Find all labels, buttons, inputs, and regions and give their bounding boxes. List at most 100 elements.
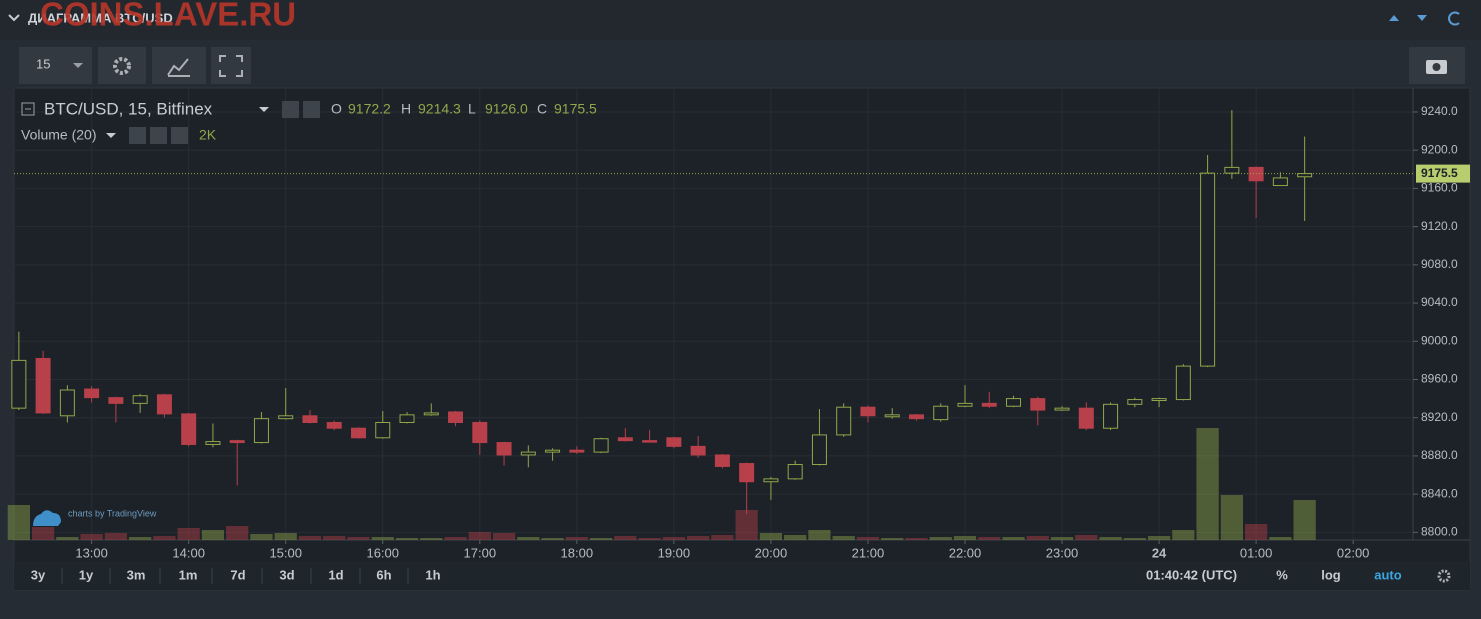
ohlc-letter: C bbox=[537, 101, 547, 117]
candle-body bbox=[11, 359, 27, 409]
volume-bar bbox=[1269, 537, 1292, 540]
x-tick-label: 17:00 bbox=[464, 545, 497, 560]
credit: charts by TradingView bbox=[68, 508, 157, 518]
volume-bar bbox=[274, 533, 297, 540]
volume-bar bbox=[1293, 500, 1316, 540]
candle-body bbox=[253, 418, 269, 444]
scale-button[interactable]: log bbox=[1321, 567, 1341, 582]
volume-caret[interactable] bbox=[106, 133, 116, 138]
volume-bar bbox=[31, 527, 55, 540]
volume-bar bbox=[7, 505, 30, 540]
camera-lens bbox=[1432, 63, 1441, 71]
move-up-icon[interactable] bbox=[1389, 15, 1399, 21]
volume-value: 2K bbox=[199, 127, 217, 143]
settings-icon[interactable] bbox=[303, 101, 320, 118]
volume-bar bbox=[1075, 535, 1098, 540]
volume-bar bbox=[978, 537, 1001, 540]
range-button[interactable]: 1y bbox=[79, 567, 94, 582]
candle-body bbox=[350, 427, 366, 439]
fullscreen-button[interactable] bbox=[211, 47, 251, 84]
range-button[interactable]: 3d bbox=[279, 567, 294, 582]
y-tick-label: 9160.0 bbox=[1421, 181, 1458, 195]
tradingview-logo bbox=[33, 510, 61, 526]
interval-button[interactable] bbox=[19, 47, 92, 84]
ohlc-letter: L bbox=[468, 101, 476, 117]
eye-icon[interactable] bbox=[282, 101, 299, 118]
x-tick-label: 15:00 bbox=[269, 545, 302, 560]
range-button[interactable]: 7d bbox=[230, 567, 245, 582]
volume-title: Volume (20) bbox=[21, 127, 96, 143]
candle-body bbox=[423, 412, 439, 416]
candle-body bbox=[811, 434, 827, 466]
y-tick-label: 8840.0 bbox=[1421, 486, 1458, 500]
x-tick-label: 20:00 bbox=[755, 545, 788, 560]
candle-body bbox=[908, 414, 924, 420]
gear-icon bbox=[113, 57, 131, 75]
volume-bar bbox=[905, 538, 928, 540]
ohlc-legend: O 9172.2 H 9214.3 L 9126.0 C 9175.5 bbox=[331, 101, 597, 117]
candle-body bbox=[35, 357, 51, 414]
range-button[interactable]: 1m bbox=[179, 567, 198, 582]
candle-body bbox=[1006, 398, 1022, 407]
indicators-button[interactable] bbox=[152, 47, 206, 84]
volume-bar bbox=[1002, 537, 1025, 540]
y-tick-label: 9000.0 bbox=[1421, 333, 1458, 347]
candle-body bbox=[302, 415, 318, 423]
candle-body bbox=[1127, 399, 1143, 405]
refresh-icon[interactable] bbox=[1448, 11, 1460, 26]
candle-body bbox=[545, 449, 561, 453]
ohlc-letter: O bbox=[331, 101, 342, 117]
legend-toggle[interactable] bbox=[21, 102, 35, 116]
y-tick-label: 9040.0 bbox=[1421, 295, 1458, 309]
ohlc-value: 9175.5 bbox=[554, 101, 597, 117]
volume-close-icon[interactable] bbox=[171, 127, 188, 144]
move-down-icon[interactable] bbox=[1417, 15, 1427, 21]
candle-body bbox=[278, 415, 294, 420]
volume-bar bbox=[808, 530, 831, 540]
volume-bar bbox=[832, 536, 855, 540]
range-button[interactable]: 1d bbox=[328, 567, 343, 582]
y-tick-label: 9080.0 bbox=[1421, 257, 1458, 271]
candle-body bbox=[399, 414, 415, 423]
y-tick-label: 8920.0 bbox=[1421, 410, 1458, 424]
candle-body bbox=[496, 442, 512, 456]
scale-button[interactable]: auto bbox=[1374, 567, 1402, 582]
x-tick-label: 23:00 bbox=[1046, 545, 1079, 560]
volume-bar bbox=[1147, 536, 1171, 540]
candle-body bbox=[108, 397, 124, 404]
x-tick-label: 18:00 bbox=[561, 545, 594, 560]
settings-button[interactable] bbox=[98, 47, 146, 84]
range-button[interactable]: 1h bbox=[425, 567, 440, 582]
volume-bar bbox=[1172, 530, 1195, 540]
volume-bar bbox=[1026, 536, 1049, 540]
candle-body bbox=[1030, 398, 1046, 411]
range-button[interactable]: 6h bbox=[376, 567, 391, 582]
volume-bar bbox=[323, 536, 346, 540]
x-tick-label: 16:00 bbox=[366, 545, 399, 560]
volume-bar bbox=[1050, 537, 1074, 540]
candle-body bbox=[59, 389, 75, 417]
volume-bar bbox=[80, 534, 103, 540]
range-button[interactable]: 3y bbox=[31, 567, 46, 582]
symbol-caret[interactable] bbox=[259, 107, 269, 112]
candle-body bbox=[1272, 177, 1288, 187]
candle-body bbox=[472, 421, 488, 444]
last-price-tag bbox=[1416, 164, 1470, 183]
x-tick-label: 01:00 bbox=[1240, 545, 1273, 560]
watermark: COINS.LAVE.RU bbox=[40, 0, 296, 33]
volume-eye-icon[interactable] bbox=[129, 127, 146, 144]
volume-bar bbox=[492, 533, 516, 540]
volume-bar bbox=[638, 538, 661, 540]
candle-body bbox=[933, 405, 949, 421]
volume-settings-icon[interactable] bbox=[150, 127, 167, 144]
collapse-icon[interactable] bbox=[8, 14, 20, 22]
indicators-icon bbox=[167, 58, 190, 77]
volume-bar bbox=[371, 537, 394, 540]
volume-bar bbox=[250, 534, 273, 540]
chart-settings-icon[interactable] bbox=[1437, 569, 1451, 583]
candle-body bbox=[205, 441, 221, 445]
volume-bar bbox=[226, 526, 249, 540]
scale-button[interactable]: % bbox=[1276, 567, 1288, 582]
candle-body bbox=[1078, 407, 1094, 429]
range-button[interactable]: 3m bbox=[127, 567, 146, 582]
